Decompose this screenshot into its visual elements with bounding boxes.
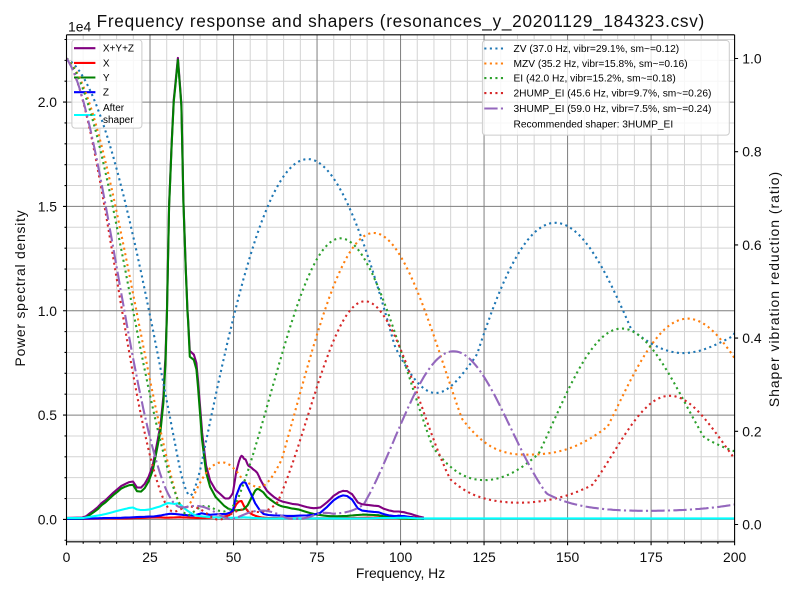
svg-text:After: After [103, 103, 125, 114]
svg-text:Z: Z [103, 88, 109, 99]
svg-text:50: 50 [226, 549, 242, 565]
svg-text:0.6: 0.6 [742, 237, 762, 253]
svg-text:75: 75 [309, 549, 325, 565]
svg-text:ZV (37.0 Hz, vibr=29.1%, sm~=0: ZV (37.0 Hz, vibr=29.1%, sm~=0.12) [514, 44, 680, 55]
svg-text:Frequency response and shapers: Frequency response and shapers (resonanc… [97, 11, 705, 31]
svg-text:EI (42.0 Hz, vibr=15.2%, sm~=0: EI (42.0 Hz, vibr=15.2%, sm~=0.18) [514, 74, 676, 85]
svg-text:200: 200 [723, 549, 746, 565]
svg-text:0.8: 0.8 [742, 144, 762, 160]
svg-text:1.0: 1.0 [742, 51, 762, 67]
svg-text:1.0: 1.0 [38, 303, 58, 319]
svg-text:100: 100 [389, 549, 412, 565]
svg-text:X: X [103, 58, 110, 69]
svg-text:Power spectral density: Power spectral density [12, 210, 28, 367]
svg-text:Frequency, Hz: Frequency, Hz [356, 565, 445, 581]
svg-text:MZV (35.2 Hz, vibr=15.8%, sm~=: MZV (35.2 Hz, vibr=15.8%, sm~=0.16) [514, 59, 688, 70]
svg-text:Y: Y [103, 73, 110, 84]
svg-text:2.0: 2.0 [38, 94, 58, 110]
svg-text:0.0: 0.0 [38, 511, 58, 527]
svg-text:X+Y+Z: X+Y+Z [103, 44, 134, 55]
svg-text:175: 175 [640, 549, 663, 565]
svg-text:125: 125 [473, 549, 496, 565]
svg-text:0.0: 0.0 [742, 517, 762, 533]
svg-text:0: 0 [63, 549, 71, 565]
svg-text:3HUMP_EI (59.0 Hz, vibr=7.5%,: 3HUMP_EI (59.0 Hz, vibr=7.5%, sm~=0.24) [514, 104, 712, 115]
svg-text:25: 25 [142, 549, 158, 565]
svg-text:150: 150 [556, 549, 579, 565]
svg-text:2HUMP_EI (45.6 Hz, vibr=9.7%,: 2HUMP_EI (45.6 Hz, vibr=9.7%, sm~=0.26) [514, 89, 712, 100]
svg-text:1e4: 1e4 [68, 18, 91, 34]
svg-text:0.4: 0.4 [742, 330, 762, 346]
svg-text:shaper: shaper [103, 115, 134, 126]
svg-text:1.5: 1.5 [38, 198, 58, 214]
svg-text:0.2: 0.2 [742, 423, 762, 439]
svg-text:0.5: 0.5 [38, 407, 58, 423]
svg-text:Shaper vibration reduction (ra: Shaper vibration reduction (ratio) [766, 171, 782, 407]
svg-text:Recommended shaper: 3HUMP_EI: Recommended shaper: 3HUMP_EI [514, 119, 674, 130]
